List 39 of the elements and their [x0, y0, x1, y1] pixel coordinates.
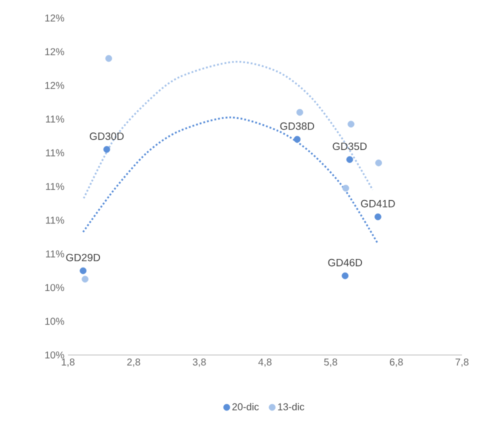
y-tick-label: 11% — [46, 216, 64, 224]
point — [296, 108, 304, 116]
y-tick-label: 11% — [46, 250, 64, 258]
point — [374, 213, 382, 220]
x-tick-label: 7,8 — [456, 358, 468, 367]
point — [375, 160, 382, 166]
y-tick-label: 11% — [46, 116, 64, 123]
point — [80, 267, 86, 274]
x-tick-label: 1,8 — [62, 358, 74, 367]
y-tick-label: 10% — [45, 318, 64, 325]
y-tick-label: 12% — [45, 14, 64, 22]
point — [342, 184, 350, 192]
annotation: GD35D — [332, 142, 367, 150]
y-tick-label: 10% — [45, 284, 64, 292]
annotation: GD29D — [66, 254, 100, 262]
legend-label: 13-dic — [278, 402, 304, 410]
x-tick-label: 3,8 — [192, 358, 206, 367]
annotation: GD30D — [90, 132, 124, 140]
point — [346, 156, 354, 163]
annotation: GD46D — [328, 258, 362, 266]
y-tick-label: 11% — [46, 149, 64, 156]
line-series — [82, 60, 374, 200]
point — [103, 146, 110, 153]
y-tick-label: 11% — [46, 183, 64, 190]
x-tick-label: 6,8 — [390, 358, 403, 367]
point — [82, 276, 88, 283]
x-tick-label: 5,8 — [324, 358, 338, 367]
annotation: GD41D — [361, 200, 395, 208]
x-tick-label: 4,8 — [258, 358, 272, 367]
y-tick-label: 10% — [45, 351, 64, 359]
point — [294, 136, 301, 143]
point — [342, 272, 348, 280]
x-tick-label: 2,8 — [127, 358, 140, 367]
annotation: GD38D — [280, 122, 314, 130]
point — [348, 120, 354, 128]
y-tick-label: 12% — [45, 82, 64, 89]
point — [105, 55, 112, 62]
y-tick-label: 12% — [45, 48, 64, 56]
legend-label: 20-dic — [232, 402, 259, 410]
